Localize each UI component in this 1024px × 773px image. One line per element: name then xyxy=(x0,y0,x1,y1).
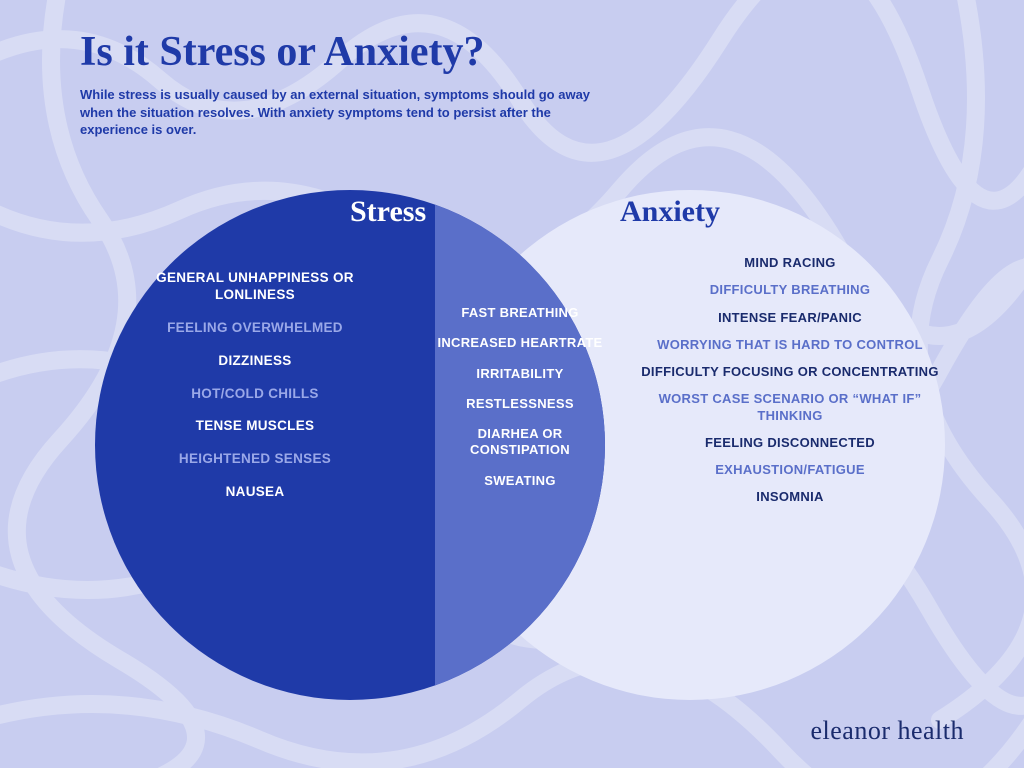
list-item: EXHAUSTION/FATIGUE xyxy=(640,462,940,478)
header: Is it Stress or Anxiety? While stress is… xyxy=(80,28,720,139)
list-item: RESTLESSNESS xyxy=(431,396,609,412)
list-item: TENSE MUSCLES xyxy=(115,418,395,435)
list-item: WORRYING THAT IS HARD TO CONTROL xyxy=(640,337,940,353)
anxiety-items: MIND RACING DIFFICULTY BREATHING INTENSE… xyxy=(640,255,940,517)
list-item: GENERAL UNHAPPINESS OR LONLINESS xyxy=(115,270,395,304)
list-item: NAUSEA xyxy=(115,484,395,501)
list-item: FEELING DISCONNECTED xyxy=(640,435,940,451)
list-item: HEIGHTENED SENSES xyxy=(115,451,395,468)
list-item: INCREASED HEARTRATE xyxy=(431,335,609,351)
venn-label-stress: Stress xyxy=(350,195,426,229)
list-item: DIFFICULTY BREATHING xyxy=(640,282,940,298)
overlap-items: FAST BREATHING INCREASED HEARTRATE IRRIT… xyxy=(431,305,609,503)
stress-items: GENERAL UNHAPPINESS OR LONLINESS FEELING… xyxy=(115,270,395,517)
page-title: Is it Stress or Anxiety? xyxy=(80,28,720,76)
list-item: DIARHEA OR CONSTIPATION xyxy=(431,426,609,459)
list-item: SWEATING xyxy=(431,473,609,489)
list-item: INTENSE FEAR/PANIC xyxy=(640,310,940,326)
venn-label-anxiety: Anxiety xyxy=(620,195,720,229)
list-item: FEELING OVERWHELMED xyxy=(115,320,395,337)
list-item: INSOMNIA xyxy=(640,489,940,505)
list-item: FAST BREATHING xyxy=(431,305,609,321)
venn-diagram: Stress Anxiety GENERAL UNHAPPINESS OR LO… xyxy=(0,170,1024,730)
list-item: DIFFICULTY FOCUSING OR CONCENTRATING xyxy=(640,364,940,380)
list-item: DIZZINESS xyxy=(115,353,395,370)
list-item: IRRITABILITY xyxy=(431,366,609,382)
list-item: HOT/COLD CHILLS xyxy=(115,386,395,403)
brand-logo: eleanor health xyxy=(810,716,964,746)
list-item: MIND RACING xyxy=(640,255,940,271)
page-subtitle: While stress is usually caused by an ext… xyxy=(80,86,600,139)
list-item: WORST CASE SCENARIO OR “WHAT IF” THINKIN… xyxy=(640,391,940,424)
